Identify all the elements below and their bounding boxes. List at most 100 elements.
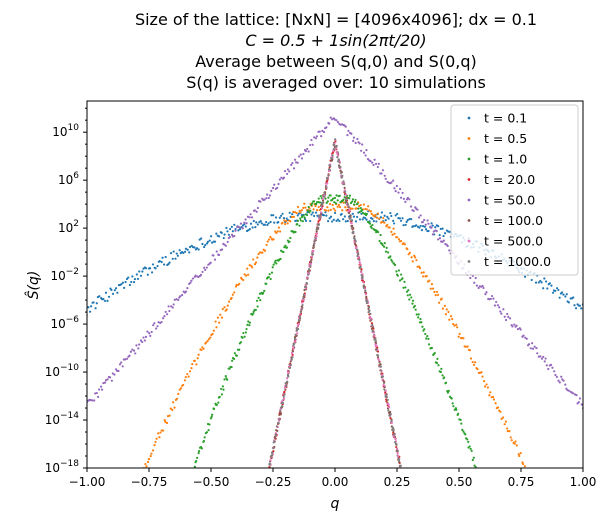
data-point	[289, 364, 292, 367]
data-point	[329, 208, 332, 211]
data-point	[309, 219, 312, 223]
data-point	[284, 244, 287, 247]
data-point	[213, 407, 216, 411]
data-point	[384, 177, 387, 180]
data-point	[191, 277, 195, 280]
data-point	[372, 220, 375, 223]
data-point	[297, 320, 300, 324]
data-point	[395, 445, 398, 449]
data-point	[306, 209, 309, 212]
data-point	[273, 440, 276, 443]
data-point	[387, 406, 391, 409]
data-point	[508, 430, 511, 433]
data-point	[159, 431, 162, 434]
data-point	[110, 379, 113, 382]
data-point	[319, 195, 322, 198]
data-point	[121, 281, 124, 284]
data-point	[123, 286, 126, 290]
data-point	[419, 214, 422, 217]
data-point	[386, 251, 390, 254]
data-point	[485, 383, 488, 386]
data-point	[176, 254, 179, 257]
data-point	[381, 378, 384, 381]
data-point	[215, 250, 218, 253]
data-point	[358, 142, 361, 145]
data-point	[399, 219, 403, 222]
data-point	[168, 261, 171, 264]
data-point	[461, 428, 464, 431]
data-point	[280, 176, 283, 179]
y-tick-label: 10−6	[50, 315, 79, 331]
data-point	[405, 290, 409, 293]
data-point	[387, 403, 390, 406]
data-point	[184, 247, 188, 250]
data-point	[379, 369, 383, 372]
data-point	[297, 323, 300, 326]
data-point	[312, 246, 315, 249]
data-point	[431, 224, 434, 227]
data-point	[392, 219, 395, 222]
data-point	[183, 379, 186, 382]
data-point	[425, 337, 428, 340]
data-point	[453, 324, 456, 327]
data-point	[253, 209, 256, 212]
data-point	[396, 452, 399, 455]
data-point	[383, 221, 386, 224]
data-point	[457, 335, 460, 338]
data-point	[384, 219, 387, 222]
data-point	[577, 401, 580, 404]
data-point	[400, 273, 403, 276]
data-point	[438, 237, 442, 240]
data-point	[339, 169, 342, 172]
data-point	[504, 420, 507, 423]
data-point	[267, 196, 270, 200]
data-point	[355, 248, 359, 251]
data-point	[199, 273, 203, 276]
data-point	[336, 120, 339, 124]
data-point	[312, 200, 316, 203]
data-point	[418, 267, 422, 270]
legend-label: t = 1000.0	[484, 254, 551, 269]
data-point	[448, 249, 451, 252]
data-point	[188, 251, 191, 254]
data-point	[302, 214, 305, 217]
data-point	[389, 211, 392, 215]
data-point	[213, 258, 217, 261]
data-point	[186, 287, 189, 290]
data-point	[462, 337, 465, 340]
data-point	[426, 219, 429, 222]
data-point	[340, 176, 343, 179]
data-point	[373, 158, 376, 161]
data-point	[175, 252, 178, 255]
data-point	[372, 330, 375, 333]
data-point	[158, 260, 161, 263]
data-point	[402, 224, 405, 227]
data-point	[447, 310, 450, 314]
data-point	[286, 373, 290, 376]
data-point	[277, 221, 280, 224]
data-point	[378, 239, 381, 243]
data-point	[161, 256, 164, 259]
data-point	[268, 273, 271, 276]
data-point	[174, 257, 177, 260]
data-point	[396, 449, 399, 452]
data-point	[309, 261, 313, 264]
data-point	[158, 436, 161, 439]
legend-label: t = 0.1	[484, 111, 527, 126]
data-point	[544, 280, 548, 283]
data-point	[368, 209, 371, 212]
data-point	[291, 213, 294, 216]
data-point	[252, 219, 255, 223]
data-point	[406, 294, 409, 297]
data-point	[332, 197, 335, 200]
data-point	[448, 318, 451, 321]
data-point	[276, 230, 279, 233]
data-point	[344, 220, 347, 223]
data-point	[144, 462, 147, 466]
data-point	[455, 408, 458, 411]
data-point	[417, 316, 420, 319]
data-point	[421, 225, 425, 228]
data-point	[558, 381, 561, 384]
data-point	[163, 419, 166, 422]
data-point	[226, 240, 229, 244]
